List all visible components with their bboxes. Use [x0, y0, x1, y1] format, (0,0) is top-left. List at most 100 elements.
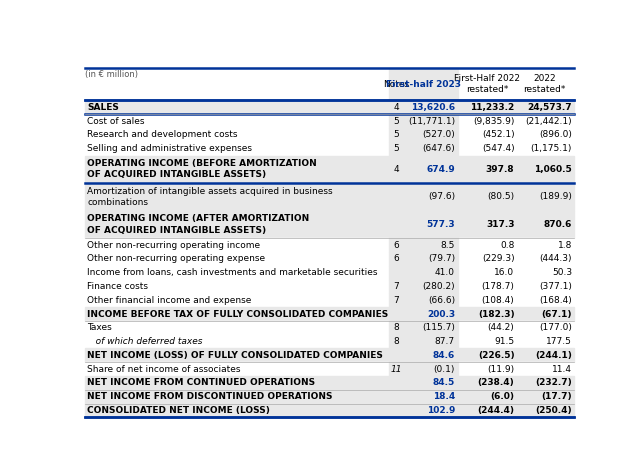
Bar [388, 349, 458, 362]
Bar [85, 293, 573, 307]
Text: INCOME BEFORE TAX OF FULLY CONSOLIDATED COMPANIES: INCOME BEFORE TAX OF FULLY CONSOLIDATED … [88, 309, 388, 318]
Bar [85, 252, 573, 266]
Text: (11,771.1): (11,771.1) [408, 117, 455, 126]
Bar [388, 362, 458, 376]
Text: 84.6: 84.6 [433, 351, 455, 360]
Text: Income from loans, cash investments and marketable securities: Income from loans, cash investments and … [88, 268, 378, 277]
Text: 5: 5 [394, 144, 399, 153]
Text: 870.6: 870.6 [543, 220, 572, 229]
Bar [388, 252, 458, 266]
Text: CONSOLIDATED NET INCOME (LOSS): CONSOLIDATED NET INCOME (LOSS) [88, 406, 270, 415]
Text: (377.1): (377.1) [539, 282, 572, 291]
Text: (9,835.9): (9,835.9) [473, 117, 515, 126]
Text: (11.9): (11.9) [488, 365, 515, 374]
Bar [85, 349, 573, 362]
Text: (6.0): (6.0) [490, 392, 515, 401]
Text: (17.7): (17.7) [541, 392, 572, 401]
Bar [388, 238, 458, 252]
Text: 8: 8 [394, 337, 399, 346]
Text: 1.8: 1.8 [557, 241, 572, 250]
Bar [85, 321, 573, 335]
Text: 87.7: 87.7 [435, 337, 455, 346]
Text: 18.4: 18.4 [433, 392, 455, 401]
Text: (244.4): (244.4) [477, 406, 515, 415]
Bar [85, 210, 573, 238]
Bar [388, 293, 458, 307]
Text: (66.6): (66.6) [428, 296, 455, 305]
Text: (108.4): (108.4) [482, 296, 515, 305]
Text: (647.6): (647.6) [422, 144, 455, 153]
Text: (67.1): (67.1) [541, 309, 572, 318]
Text: NET INCOME FROM CONTINUED OPERATIONS: NET INCOME FROM CONTINUED OPERATIONS [88, 378, 316, 387]
Bar [388, 210, 458, 238]
Bar [388, 376, 458, 390]
Text: 1,060.5: 1,060.5 [534, 165, 572, 174]
Bar [85, 307, 573, 321]
Text: Other non-recurring operating expense: Other non-recurring operating expense [88, 254, 266, 263]
Bar [85, 403, 573, 417]
Text: 177.5: 177.5 [546, 337, 572, 346]
Text: 84.5: 84.5 [433, 378, 455, 387]
Text: (527.0): (527.0) [422, 131, 455, 140]
Text: Finance costs: Finance costs [88, 282, 148, 291]
Text: (547.4): (547.4) [482, 144, 515, 153]
Text: 16.0: 16.0 [494, 268, 515, 277]
Text: 397.8: 397.8 [486, 165, 515, 174]
Bar [85, 128, 573, 142]
Text: 7: 7 [394, 296, 399, 305]
Text: (280.2): (280.2) [422, 282, 455, 291]
Text: (168.4): (168.4) [540, 296, 572, 305]
Bar [85, 68, 573, 100]
Bar [388, 390, 458, 403]
Bar [85, 114, 573, 128]
Text: 91.5: 91.5 [494, 337, 515, 346]
Text: (232.7): (232.7) [535, 378, 572, 387]
Bar [388, 183, 458, 210]
Text: (80.5): (80.5) [488, 193, 515, 201]
Text: 102.9: 102.9 [427, 406, 455, 415]
Text: SALES: SALES [88, 103, 119, 112]
Bar [388, 114, 458, 128]
Text: (1,175.1): (1,175.1) [531, 144, 572, 153]
Text: 11,233.2: 11,233.2 [470, 103, 515, 112]
Text: 5: 5 [394, 117, 399, 126]
Text: (177.0): (177.0) [539, 323, 572, 332]
Bar [85, 183, 573, 210]
Text: 577.3: 577.3 [426, 220, 455, 229]
Text: 13,620.6: 13,620.6 [411, 103, 455, 112]
Text: 4: 4 [394, 165, 399, 174]
Bar [388, 335, 458, 349]
Text: 50.3: 50.3 [552, 268, 572, 277]
Text: (226.5): (226.5) [478, 351, 515, 360]
Text: Taxes: Taxes [88, 323, 112, 332]
Bar [388, 266, 458, 280]
Bar [85, 100, 573, 114]
Text: Research and development costs: Research and development costs [88, 131, 238, 140]
Text: Amortization of intangible assets acquired in business
combinations: Amortization of intangible assets acquir… [88, 187, 333, 207]
Text: 674.9: 674.9 [426, 165, 455, 174]
Text: 6: 6 [394, 241, 399, 250]
Text: (97.6): (97.6) [428, 193, 455, 201]
Text: (189.9): (189.9) [539, 193, 572, 201]
Text: (178.7): (178.7) [482, 282, 515, 291]
Bar [388, 403, 458, 417]
Text: 7: 7 [394, 282, 399, 291]
Text: (115.7): (115.7) [422, 323, 455, 332]
Bar [388, 142, 458, 156]
Text: 41.0: 41.0 [435, 268, 455, 277]
Text: 2022
restated*: 2022 restated* [524, 74, 566, 94]
Bar [85, 156, 573, 183]
Text: 11: 11 [390, 365, 402, 374]
Bar [388, 321, 458, 335]
Text: (21,442.1): (21,442.1) [525, 117, 572, 126]
Text: 24,573.7: 24,573.7 [527, 103, 572, 112]
Text: (44.2): (44.2) [488, 323, 515, 332]
Bar [85, 266, 573, 280]
Bar [85, 280, 573, 293]
Text: 8.5: 8.5 [440, 241, 455, 250]
Bar [85, 376, 573, 390]
Text: 317.3: 317.3 [486, 220, 515, 229]
Text: Other non-recurring operating income: Other non-recurring operating income [88, 241, 260, 250]
Text: (229.3): (229.3) [482, 254, 515, 263]
Text: OPERATING INCOME (AFTER AMORTIZATION
OF ACQUIRED INTANGIBLE ASSETS): OPERATING INCOME (AFTER AMORTIZATION OF … [88, 214, 310, 235]
